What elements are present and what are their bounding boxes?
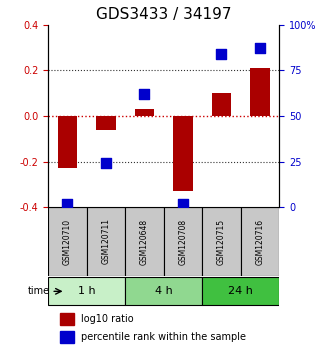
FancyBboxPatch shape [125, 207, 164, 276]
Bar [250, 68, 270, 116]
Text: GSM120648: GSM120648 [140, 218, 149, 264]
FancyBboxPatch shape [202, 207, 241, 276]
Text: GSM120710: GSM120710 [63, 218, 72, 264]
Bar [60, 313, 74, 325]
Point [65, 201, 70, 206]
Point [103, 161, 108, 166]
Bar [135, 109, 154, 116]
Point [257, 46, 263, 51]
Text: percentile rank within the sample: percentile rank within the sample [81, 332, 246, 342]
Point [180, 201, 186, 206]
FancyBboxPatch shape [241, 207, 279, 276]
Bar [58, 116, 77, 169]
Bar [96, 116, 116, 130]
Text: 4 h: 4 h [155, 286, 173, 296]
Text: time: time [28, 286, 50, 296]
FancyBboxPatch shape [125, 277, 202, 306]
FancyBboxPatch shape [202, 277, 279, 306]
FancyBboxPatch shape [48, 207, 87, 276]
Bar [60, 331, 74, 343]
Text: GSM120711: GSM120711 [101, 218, 110, 264]
Bar [212, 93, 231, 116]
Text: 1 h: 1 h [78, 286, 95, 296]
Bar [173, 116, 193, 191]
Point [219, 51, 224, 57]
Text: GSM120715: GSM120715 [217, 218, 226, 264]
Text: GSM120708: GSM120708 [178, 218, 187, 264]
FancyBboxPatch shape [164, 207, 202, 276]
Point [142, 91, 147, 97]
FancyBboxPatch shape [48, 277, 125, 306]
Title: GDS3433 / 34197: GDS3433 / 34197 [96, 7, 231, 22]
FancyBboxPatch shape [87, 207, 125, 276]
Text: 24 h: 24 h [228, 286, 253, 296]
Text: log10 ratio: log10 ratio [81, 314, 133, 324]
Text: GSM120716: GSM120716 [256, 218, 265, 264]
